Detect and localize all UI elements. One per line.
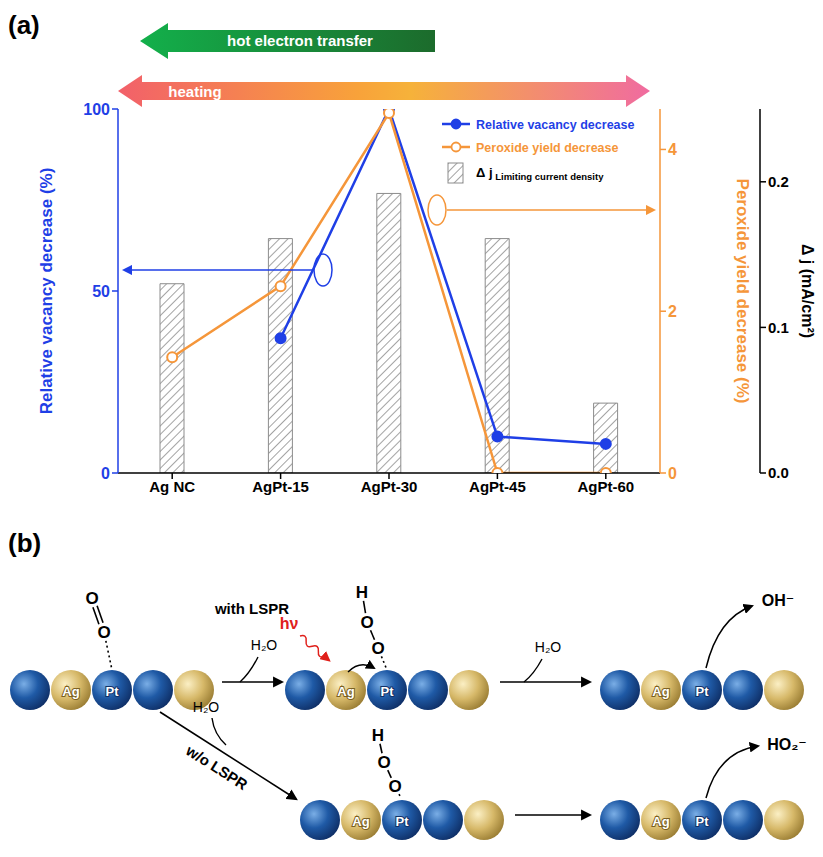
svg-text:H₂O: H₂O	[535, 639, 562, 655]
svg-text:AgPt-15: AgPt-15	[252, 478, 309, 495]
svg-text:hot electron transfer: hot electron transfer	[227, 32, 373, 49]
svg-text:0.0: 0.0	[768, 464, 789, 481]
svg-text:O: O	[360, 613, 373, 632]
svg-text:Δ j Limiting current density: Δ j Limiting current density	[476, 165, 604, 182]
svg-text:O: O	[85, 589, 98, 608]
svg-text:2: 2	[668, 303, 677, 320]
svg-text:OH⁻: OH⁻	[762, 592, 794, 609]
svg-text:0: 0	[668, 465, 677, 482]
svg-text:AgPt-60: AgPt-60	[577, 478, 634, 495]
svg-text:50: 50	[92, 283, 110, 300]
svg-text:Relative vacancy decrease (%): Relative vacancy decrease (%)	[37, 168, 56, 415]
svg-text:Pt: Pt	[696, 684, 710, 699]
svg-text:Ag NC: Ag NC	[149, 478, 195, 495]
svg-text:hν: hν	[280, 615, 299, 632]
svg-text:0: 0	[101, 465, 110, 482]
svg-text:O: O	[388, 777, 401, 796]
svg-text:H₂O: H₂O	[193, 699, 220, 715]
svg-text:H: H	[372, 726, 384, 745]
svg-text:Ag: Ag	[62, 684, 79, 699]
svg-text:Pt: Pt	[381, 684, 395, 699]
svg-text:4: 4	[668, 141, 677, 158]
svg-text:Relative vacancy decrease: Relative vacancy decrease	[476, 118, 634, 132]
svg-text:Ag: Ag	[337, 684, 354, 699]
svg-text:with LSPR: with LSPR	[214, 600, 289, 617]
svg-text:0.2: 0.2	[768, 173, 789, 190]
svg-text:heating: heating	[168, 83, 221, 100]
svg-text:w/o LSPR: w/o LSPR	[182, 741, 250, 793]
svg-text:Ag: Ag	[352, 814, 369, 829]
svg-text:Pt: Pt	[396, 814, 410, 829]
svg-text:Ag: Ag	[652, 684, 669, 699]
svg-text:AgPt-30: AgPt-30	[361, 478, 418, 495]
svg-text:HO₂⁻: HO₂⁻	[767, 736, 807, 753]
svg-text:O: O	[371, 639, 384, 658]
svg-text:Δ j (mA/cm²): Δ j (mA/cm²)	[799, 244, 816, 338]
svg-text:0.1: 0.1	[768, 319, 789, 336]
svg-text:O: O	[97, 623, 110, 642]
svg-text:(a): (a)	[8, 10, 40, 40]
svg-text:H₂O: H₂O	[251, 637, 278, 653]
svg-text:Pt: Pt	[696, 814, 710, 829]
svg-text:H: H	[356, 583, 368, 602]
svg-text:O: O	[377, 753, 390, 772]
svg-text:100: 100	[83, 101, 110, 118]
svg-text:Ag: Ag	[652, 814, 669, 829]
svg-text:Peroxide yield decrease (%): Peroxide yield decrease (%)	[733, 179, 752, 404]
svg-text:AgPt-45: AgPt-45	[469, 478, 526, 495]
svg-text:Pt: Pt	[106, 684, 120, 699]
svg-text:Peroxide yield decrease: Peroxide yield decrease	[476, 141, 618, 155]
svg-text:(b): (b)	[8, 528, 41, 558]
